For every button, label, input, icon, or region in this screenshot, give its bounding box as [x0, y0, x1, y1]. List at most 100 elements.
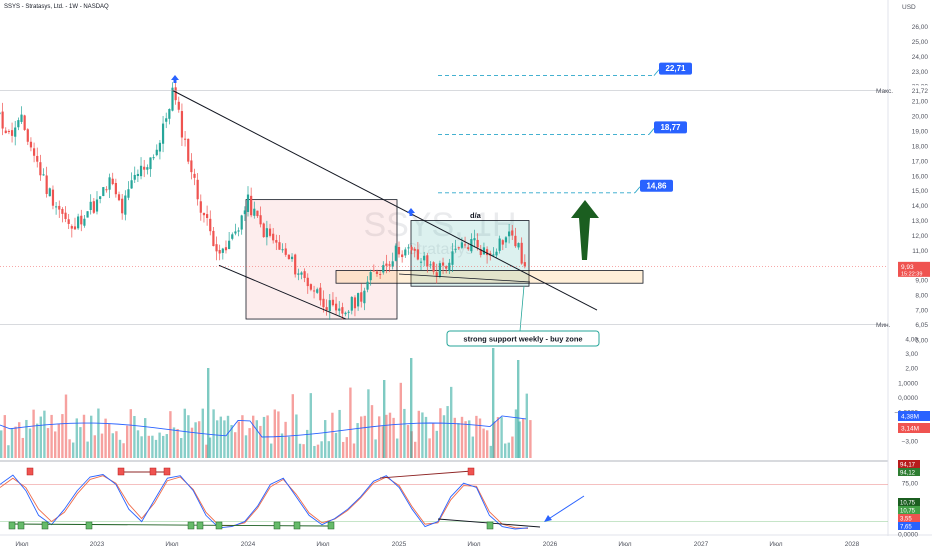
price-candles: [0, 81, 526, 320]
volume-bar: [43, 410, 46, 458]
candle-body: [272, 233, 275, 241]
candle-body: [152, 157, 155, 159]
candle-body: [394, 245, 397, 261]
price-tick-label: 13,00: [912, 218, 929, 225]
volume-bar: [234, 432, 237, 458]
price-tick-label: 21,00: [912, 99, 929, 106]
candle-body: [334, 303, 338, 311]
candle-body: [508, 231, 511, 237]
candle-body: [127, 189, 130, 198]
candle-body: [108, 177, 111, 190]
volume-bar: [396, 438, 399, 458]
candle-body: [429, 264, 432, 266]
volume-bar: [39, 416, 42, 458]
volume-bar: [75, 418, 78, 458]
volume-bar: [381, 426, 384, 458]
volume-bar: [54, 431, 57, 458]
candle-body: [495, 251, 498, 256]
stoch-badge: [898, 498, 920, 506]
volume-bar: [248, 428, 251, 458]
channel-lower-line: [218, 264, 347, 320]
candle-body: [441, 262, 445, 266]
buy-signal-marker: [196, 521, 204, 530]
volume-bar: [320, 441, 323, 458]
candle-body: [284, 248, 287, 255]
candle-body: [366, 281, 369, 290]
volume-bar: [262, 416, 266, 458]
candle-body: [312, 290, 316, 292]
volume-bar: [522, 418, 525, 458]
candle-body: [168, 109, 171, 119]
buy-zone-rect: [335, 270, 644, 284]
volume-bar: [86, 441, 89, 458]
candle-body: [385, 263, 388, 266]
chart-header-title: SSYS - Stratasys, Ltd. - 1W - NASDAQ: [4, 4, 109, 10]
time-axis[interactable]: Июл 2023 Июл 2024 Июл 2025 Июл 2026 Июл 2027 Июл 20…: [15, 541, 859, 548]
stoch-badge-text: 10,75: [900, 509, 916, 515]
candle-body: [514, 235, 517, 247]
candle-body: [199, 201, 202, 213]
candle-body: [357, 293, 360, 307]
volume-bar: [158, 432, 161, 458]
up-marker-icon: [171, 75, 179, 83]
target-connector: [653, 69, 660, 76]
volume-bar: [172, 427, 176, 458]
candle-body: [111, 178, 114, 185]
volume-bar: [151, 435, 154, 458]
max-value-bg: [893, 85, 929, 96]
candle-body: [404, 249, 407, 256]
volume-bar: [147, 435, 150, 458]
volume-bar: [518, 421, 521, 458]
volume-bar: [25, 419, 28, 458]
volume-bar: [187, 415, 190, 458]
candle-body: [391, 261, 394, 267]
volume-tick-label: 0,0000: [898, 395, 918, 402]
candle-body: [253, 208, 256, 216]
volume-bar: [0, 430, 3, 458]
volume-bar: [72, 442, 75, 458]
volume-bar: [316, 444, 320, 458]
price-axis[interactable]: 26,0025,0024,0023,0022,0021,0020,0019,00…: [0, 24, 930, 539]
candle-body: [467, 247, 470, 250]
bullish-arrow-icon: [571, 200, 599, 260]
channel-upper-line: [172, 89, 598, 311]
volume-bar: [352, 443, 356, 458]
candle-body: [275, 240, 278, 243]
time-tick-label: 2028: [845, 541, 860, 548]
support-callout-box[interactable]: [446, 330, 600, 347]
drawing-zones: [245, 199, 644, 320]
candle-body: [92, 201, 95, 213]
volume-bar: [230, 425, 233, 458]
volume-bar: [460, 416, 464, 458]
volume-bar: [28, 428, 32, 458]
candle-body: [67, 219, 70, 224]
volume-bar: [208, 437, 212, 458]
price-tick-label: 26,00: [912, 24, 929, 31]
volume-bar: [284, 421, 287, 458]
candle-body: [64, 212, 67, 219]
volume-bar: [392, 417, 395, 458]
candle-body: [221, 248, 224, 253]
candle-body: [23, 115, 26, 130]
candle-body: [121, 198, 124, 214]
candle-body: [240, 215, 243, 230]
volume-bar: [61, 414, 64, 458]
volume-bar: [165, 434, 168, 458]
volume-bar: [442, 415, 446, 458]
volume-bar: [464, 421, 467, 458]
time-tick-label: 2025: [392, 541, 407, 548]
candle-body: [353, 297, 357, 309]
candle-body: [523, 262, 526, 267]
candle-body: [341, 307, 344, 314]
volume-bar: [136, 430, 140, 458]
volume-bar: [259, 425, 262, 458]
price-tick-label: 18,00: [912, 143, 929, 150]
volume-bar: [111, 433, 114, 458]
candle-body: [410, 246, 413, 251]
volume-bar: [334, 432, 338, 458]
price-tick-label: 5,00: [915, 337, 928, 344]
candle-body: [438, 263, 441, 277]
candle-body: [89, 201, 92, 210]
